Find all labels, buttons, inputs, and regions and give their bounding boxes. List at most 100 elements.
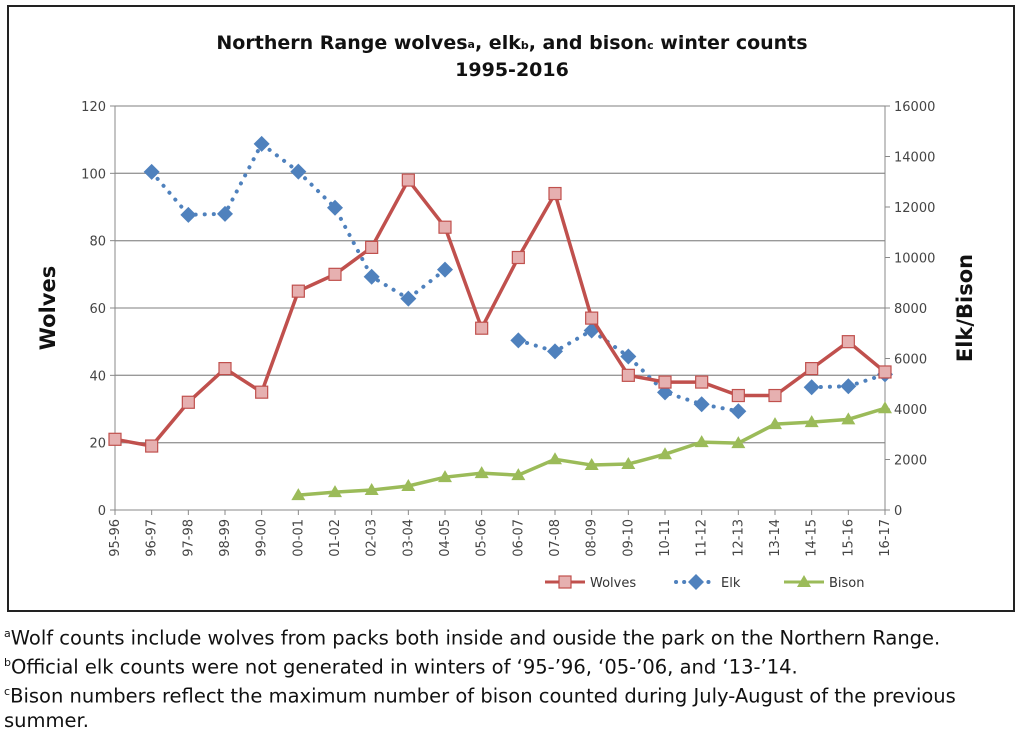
bison-point (328, 485, 342, 498)
wolves-point (218, 362, 232, 376)
wolves-point (511, 250, 525, 265)
x-tick-label: 00-01 (291, 519, 306, 557)
x-tick-label: 05-06 (475, 519, 490, 557)
x-tick-label: 98-99 (218, 519, 233, 557)
x-tick-label: 12-13 (731, 519, 746, 557)
bison-point (584, 458, 599, 471)
y-tick-label: 40 (89, 369, 106, 384)
wolves-point (108, 432, 122, 446)
y2-tick-label: 6000 (894, 353, 927, 368)
y-tick-label: 100 (81, 167, 106, 182)
x-tick-label: 09-10 (621, 519, 636, 557)
x-tick-label: 10-11 (658, 519, 673, 557)
y2-tick-label: 2000 (894, 454, 927, 469)
x-tick-label: 99-00 (255, 519, 270, 557)
y-tick-label: 120 (81, 100, 106, 115)
chart-title: Northern Range wolvesa, elkb, and bisonc… (216, 32, 807, 54)
y2-tick-label: 8000 (894, 302, 927, 317)
x-tick-label: 11-12 (695, 519, 710, 557)
wolves-point (145, 439, 159, 453)
bison-point (474, 466, 489, 479)
wolves-point (475, 321, 489, 335)
bison-point (621, 457, 636, 470)
bison-point (694, 435, 709, 448)
x-tick-label: 02-03 (365, 519, 380, 557)
x-tick-label: 13-14 (768, 519, 783, 557)
y-tick-label: 60 (89, 302, 106, 317)
wolves-point (878, 365, 892, 379)
x-tick-label: 97-98 (181, 519, 196, 557)
bison-point (401, 479, 416, 492)
x-tick-label: 14-15 (805, 519, 820, 557)
line-chart: Northern Range wolvesa, elkb, and bisonc… (36, 32, 977, 591)
y2-tick-label: 4000 (894, 403, 927, 418)
elk-point (327, 199, 343, 216)
bison-point (291, 488, 306, 501)
wolves-point (255, 385, 269, 399)
bison-point (731, 436, 746, 449)
wolves-point (365, 240, 379, 254)
wolves-point (695, 375, 709, 389)
wolves-point (805, 362, 819, 376)
bison-point (511, 468, 526, 481)
y2-tick-label: 10000 (894, 252, 935, 267)
x-tick-label: 07-08 (548, 519, 563, 557)
elk-point (180, 206, 197, 223)
chart-subtitle: 1995-2016 (455, 59, 569, 81)
legend-label-elk: Elk (721, 576, 741, 591)
wolves-point (181, 395, 195, 409)
wolves-point (328, 267, 342, 281)
x-tick-label: 03-04 (401, 519, 416, 557)
legend-label-wolves: Wolves (590, 576, 636, 591)
x-tick-label: 95-96 (108, 519, 123, 557)
x-tick-label: 96-97 (145, 519, 160, 557)
y-axis-label: Wolves (36, 266, 60, 350)
elk-point (437, 261, 453, 278)
footnote-b: bOfficial elk counts were not generated … (4, 655, 798, 679)
elk-point (620, 348, 637, 365)
elk-point (803, 379, 820, 396)
elk-point (730, 403, 747, 420)
wolves-point (438, 220, 452, 234)
bison-point (768, 417, 782, 430)
wolves-series-line (114, 176, 887, 448)
x-tick-label: 06-07 (511, 519, 526, 557)
elk-point (840, 378, 857, 395)
bison-point (804, 415, 819, 428)
wolves-point (731, 388, 745, 403)
legend-marker-bison (797, 575, 811, 587)
chart-frame (7, 5, 1015, 612)
wolves-point (291, 284, 305, 298)
elk-point (290, 163, 307, 180)
wolves-point (621, 368, 635, 382)
y-tick-label: 80 (89, 235, 106, 250)
elk-point (363, 268, 380, 285)
elk-point (253, 135, 270, 152)
wolves-point (841, 335, 855, 349)
y2-axis-label: Elk/Bison (953, 254, 977, 362)
legend-label-bison: Bison (829, 576, 865, 591)
y2-tick-label: 12000 (894, 201, 935, 216)
x-tick-label: 15-16 (841, 519, 856, 557)
elk-point (510, 332, 527, 349)
x-tick-label: 04-05 (438, 519, 453, 557)
x-tick-label: 16-17 (878, 519, 893, 557)
legend-marker-wolves (558, 575, 572, 589)
footnote-a: aWolf counts include wolves from packs b… (4, 626, 941, 650)
wolves-point (768, 388, 782, 403)
wolves-point (658, 375, 672, 389)
y2-tick-label: 0 (894, 504, 902, 519)
bison-point (438, 470, 452, 483)
x-tick-label: 08-09 (585, 519, 600, 557)
y-tick-label: 20 (89, 437, 106, 452)
bison-point (364, 483, 379, 496)
legend-marker-elk (688, 574, 704, 590)
bison-series-line (298, 406, 886, 497)
y2-tick-label: 14000 (894, 151, 935, 166)
wolves-point (585, 311, 599, 325)
x-tick-label: 01-02 (328, 519, 343, 557)
elk-point (547, 343, 563, 360)
bison-point (548, 452, 562, 465)
y2-tick-label: 16000 (894, 100, 935, 115)
bison-point (658, 447, 672, 460)
